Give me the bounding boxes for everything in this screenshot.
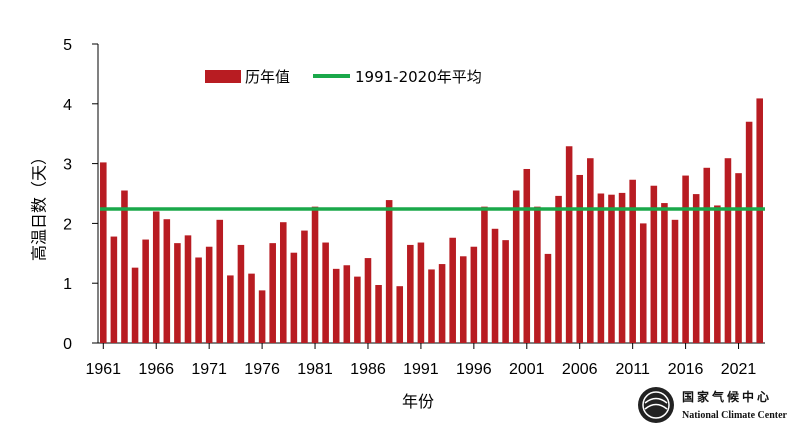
bar (682, 175, 689, 343)
x-axis-title: 年份 (402, 392, 434, 411)
ncc-emblem-icon (638, 387, 674, 423)
bar (555, 195, 562, 343)
bar (481, 206, 488, 343)
x-axis: 1961 1966 1971 1976 1981 1986 1991 1996 2001 2006… (85, 342, 765, 378)
bar (152, 211, 160, 343)
y-tick-label: 2 (63, 216, 72, 233)
bar (597, 193, 605, 343)
bar (671, 219, 679, 343)
bar (343, 265, 351, 343)
y-tick-label: 0 (63, 336, 72, 353)
bar (544, 253, 552, 343)
y-tick-label: 4 (63, 97, 72, 114)
bar (735, 173, 742, 343)
bar (724, 158, 732, 343)
bar (364, 258, 372, 343)
y-tick-label: 3 (63, 157, 72, 174)
x-tick-label: 1986 (350, 361, 386, 378)
bar (174, 243, 181, 343)
y-axis: 0 1 2 3 4 5 (63, 37, 99, 353)
bar (396, 286, 404, 343)
x-tick-label: 1981 (297, 361, 333, 378)
bar (407, 244, 414, 343)
x-tick-label: 2011 (615, 361, 650, 378)
bar (502, 240, 509, 343)
bar (491, 228, 499, 343)
x-tick-label: 2006 (562, 361, 598, 378)
bar (470, 246, 478, 343)
bar (650, 185, 658, 343)
bar (512, 190, 520, 343)
bar (100, 162, 107, 343)
bar (534, 206, 541, 343)
bar (576, 174, 584, 343)
bar (205, 246, 213, 343)
legend: 历年值 1991-2020年平均 (205, 68, 482, 86)
bar (184, 235, 192, 343)
bar (385, 200, 393, 343)
legend-label-average: 1991-2020年平均 (355, 68, 482, 86)
bar (322, 242, 329, 343)
bar (714, 205, 721, 343)
bar (354, 276, 361, 343)
bar (692, 194, 700, 343)
bar (290, 252, 298, 343)
x-tick-label: 1991 (403, 361, 439, 378)
x-tick-label: 2016 (668, 361, 704, 378)
bar (745, 121, 753, 344)
bar (227, 275, 234, 343)
x-tick-label: 2021 (721, 361, 757, 378)
bar (756, 98, 763, 343)
bar (110, 236, 118, 343)
bar (142, 239, 149, 343)
legend-label-annual: 历年值 (245, 68, 290, 86)
legend-swatch-annual (205, 70, 241, 83)
x-tick-label: 1976 (244, 361, 280, 378)
logo-name-cn: 国家气候中心 (682, 389, 772, 404)
bar (258, 290, 266, 343)
bar (417, 242, 425, 343)
bar (629, 179, 636, 343)
bar (438, 264, 446, 343)
bar (131, 267, 139, 343)
bar (661, 203, 668, 343)
y-tick-label: 5 (63, 37, 72, 54)
x-tick-label: 1961 (85, 361, 121, 378)
bar-series (100, 98, 763, 344)
x-tick-label: 1966 (138, 361, 174, 378)
bar (311, 206, 319, 343)
x-tick-label: 1971 (191, 361, 227, 378)
bar (639, 223, 647, 343)
bar (279, 222, 287, 343)
bar (523, 168, 531, 343)
bar (301, 230, 308, 343)
bar (608, 194, 615, 343)
y-tick-label: 1 (63, 276, 72, 293)
bar (163, 219, 171, 343)
bar (618, 192, 626, 343)
bar (121, 190, 128, 343)
bar (332, 268, 340, 343)
bar (449, 237, 456, 343)
x-tick-label: 2001 (509, 361, 545, 378)
y-axis-title: 高温日数（天） (30, 149, 49, 261)
ncc-logo: 国家气候中心 National Climate Center (638, 387, 788, 423)
bar (269, 243, 276, 343)
bar (216, 219, 224, 343)
bar (195, 257, 202, 343)
bar (248, 273, 255, 343)
bar (587, 158, 594, 343)
bar (237, 244, 245, 343)
bar (459, 256, 467, 343)
bar (428, 269, 435, 343)
bar (375, 284, 382, 343)
logo-name-en: National Climate Center (682, 410, 788, 421)
bar (565, 146, 573, 343)
x-tick-label: 1996 (456, 361, 492, 378)
bar (703, 167, 711, 343)
